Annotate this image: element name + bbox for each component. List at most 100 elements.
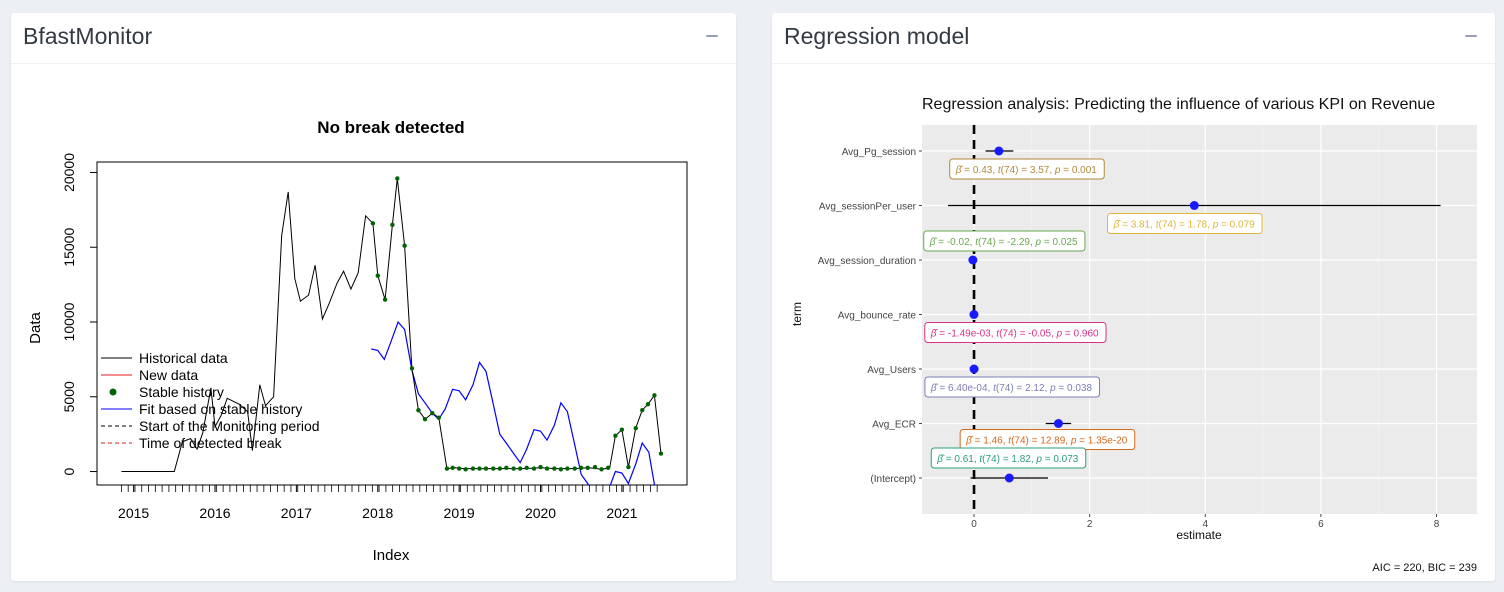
regression-panel: Regression model Regression analysis: Pr… [772,13,1495,581]
legend-label: Time of detected break [139,435,283,451]
label-box [923,230,1086,252]
estimate-point [968,255,978,265]
stable-point [444,466,450,471]
coefficient-label: β̂ = -1.49e-03, t(74) = -0.05, p = 0.960 [924,322,1107,343]
stable-point [640,408,645,413]
coefficient-label: β̂ = 1.46, t(74) = 12.89, p = 1.35e-20 [959,429,1136,450]
stable-point [483,466,489,471]
panel-title: Regression model [784,23,970,49]
minus-icon [1465,35,1477,37]
term-label: Avg_Pg_session [842,147,916,158]
legend-label: New data [139,367,198,383]
stable-point [572,466,577,471]
term-label: Avg_session_duration [818,256,916,267]
estimate-point [1004,473,1014,483]
estimate-point [969,364,979,374]
bfast-chart: No break detected 2015 2016 2017 2018 2019 20… [27,118,688,564]
legend: Historical data New data Stable history … [101,350,320,451]
stable-point [463,467,468,472]
label-box [924,322,1107,343]
y-axis-label: Data [27,312,44,344]
collapse-button[interactable] [1463,23,1481,49]
stable-point [382,297,388,302]
legend-label: Start of the Monitoring period [139,418,320,434]
y-tick-label: 20000 [61,153,77,192]
stable-point [409,366,415,371]
stable-point [619,427,625,432]
stable-point [558,467,564,472]
x-tick-label: 2021 [606,505,637,521]
y-tick-label: 5000 [61,381,77,412]
stable-point [430,411,435,416]
collapse-button[interactable] [704,23,722,49]
coefficient-label: β̂ = 6.40e-04, t(74) = 2.12, p = 0.038 [924,376,1101,398]
stable-point [524,465,529,471]
legend-label: Fit based on stable history [139,401,302,417]
stable-point [626,464,631,470]
stable-point [645,402,651,407]
stable-point [538,464,543,470]
stable-point [511,466,516,471]
estimate-point [1189,201,1199,210]
chart-title: Regression analysis: Predicting the infl… [922,96,1435,113]
bfastmonitor-panel: BfastMonitor No break detected 2015 2016 2… [11,13,736,581]
x-tick-label: 2 [1087,519,1093,530]
stable-point [658,451,664,456]
stable-point [416,408,421,413]
stable-point [450,465,455,471]
stable-point [633,425,638,431]
stable-point [585,465,590,471]
x-tick-label: 6 [1318,519,1324,530]
term-label: Avg_bounce_rate [838,311,917,322]
x-axis-label: Index [373,547,410,564]
legend-label: Stable history [139,384,224,400]
label-text: β̂ = 0.61, t(74) = 1.82, p = 0.073 [936,453,1079,465]
x-tick-label: 2015 [118,505,149,521]
stable-point [592,464,598,470]
label-text: β̂ = 6.40e-04, t(74) = 2.12, p = 0.038 [930,382,1093,394]
x-tick-label: 2017 [281,505,312,521]
stable-point [402,243,407,248]
label-text: β̂ = 3.81, t(74) = 1.78, p = 0.079 [1113,219,1256,231]
stable-point [613,433,618,438]
stable-point [599,467,604,472]
y-tick-label: 15000 [61,228,77,267]
stable-point [504,465,509,471]
term-label: (Intercept) [870,474,916,485]
stable-point [565,466,570,471]
stable-point [375,273,380,278]
panel-header: Regression model [772,13,1495,64]
x-tick-label: 8 [1434,519,1440,530]
stable-point [517,466,523,471]
stable-point [477,466,482,471]
legend-key-stable [109,388,117,396]
stable-point [390,222,395,228]
label-text: β̂ = -1.49e-03, t(74) = -0.05, p = 0.960 [930,328,1099,340]
y-tick-label: 0 [61,467,77,475]
x-tick-label: 0 [971,519,977,530]
plot-frame [96,161,688,486]
stable-point [491,466,496,471]
stable-point [652,393,657,398]
x-tick-label: 4 [1203,519,1209,530]
minus-icon [706,35,718,37]
y-axis-label: term [790,302,804,326]
term-label: Avg_ECR [872,420,916,431]
x-tick-label: 2019 [444,505,475,521]
label-box [930,447,1087,469]
label-text: β̂ = -0.02, t(74) = -2.29, p = 0.025 [929,236,1078,248]
label-box [1107,213,1263,234]
regression-chart: Regression analysis: Predicting the infl… [790,96,1477,574]
stable-point [370,221,376,226]
x-axis-label: estimate [1176,528,1222,542]
chart-title: No break detected [317,118,464,137]
estimate-point [969,310,979,319]
x-tick-label: 2016 [199,505,230,521]
x-tick-label: 2020 [525,505,556,521]
label-box [949,158,1105,180]
panel-header: BfastMonitor [11,13,736,64]
stable-point [531,466,537,471]
y-tick-label: 10000 [61,302,77,341]
estimate-point [994,146,1004,156]
label-text: β̂ = 1.46, t(74) = 12.89, p = 1.35e-20 [965,435,1128,447]
